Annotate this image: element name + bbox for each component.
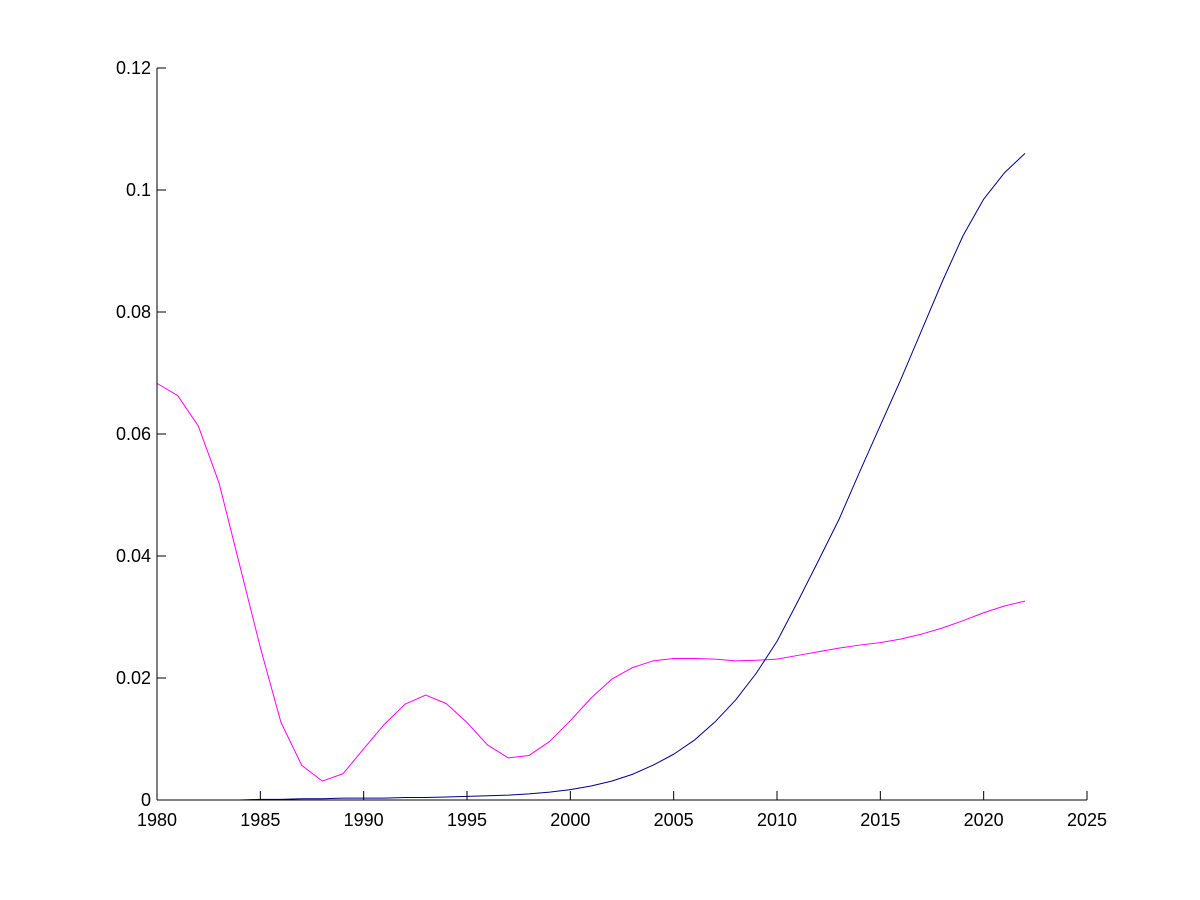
x-tick-label: 2020: [964, 810, 1004, 830]
series-lines: [156, 153, 1026, 801]
x-tick-label: 2005: [654, 810, 694, 830]
x-tick-label: 1980: [137, 810, 177, 830]
axes: 1980 1985 1990 1995 2000 2005 2010 2015 2020 2025…: [116, 58, 1107, 830]
x-tick-label: 1985: [240, 810, 280, 830]
y-axis-ticks: 0 0.02 0.04 0.06 0.08 0.1 0.12: [116, 58, 166, 810]
series-line-1: [156, 382, 1026, 782]
x-tick-label: 1990: [344, 810, 384, 830]
y-tick-label: 0: [141, 790, 151, 810]
x-axis-ticks: 1980 1985 1990 1995 2000 2005 2010 2015 2020 2025: [137, 791, 1107, 830]
x-tick-label: 2015: [860, 810, 900, 830]
x-tick-label: 2010: [757, 810, 797, 830]
y-tick-label: 0.06: [116, 424, 151, 444]
x-tick-label: 2000: [550, 810, 590, 830]
y-tick-label: 0.12: [116, 58, 151, 78]
y-tick-label: 0.04: [116, 546, 151, 566]
x-tick-label: 2025: [1067, 810, 1107, 830]
y-tick-label: 0.08: [116, 302, 151, 322]
x-tick-label: 1995: [447, 810, 487, 830]
y-tick-label: 0.1: [126, 180, 151, 200]
y-tick-label: 0.02: [116, 668, 151, 688]
series-line-2: [157, 153, 1026, 801]
